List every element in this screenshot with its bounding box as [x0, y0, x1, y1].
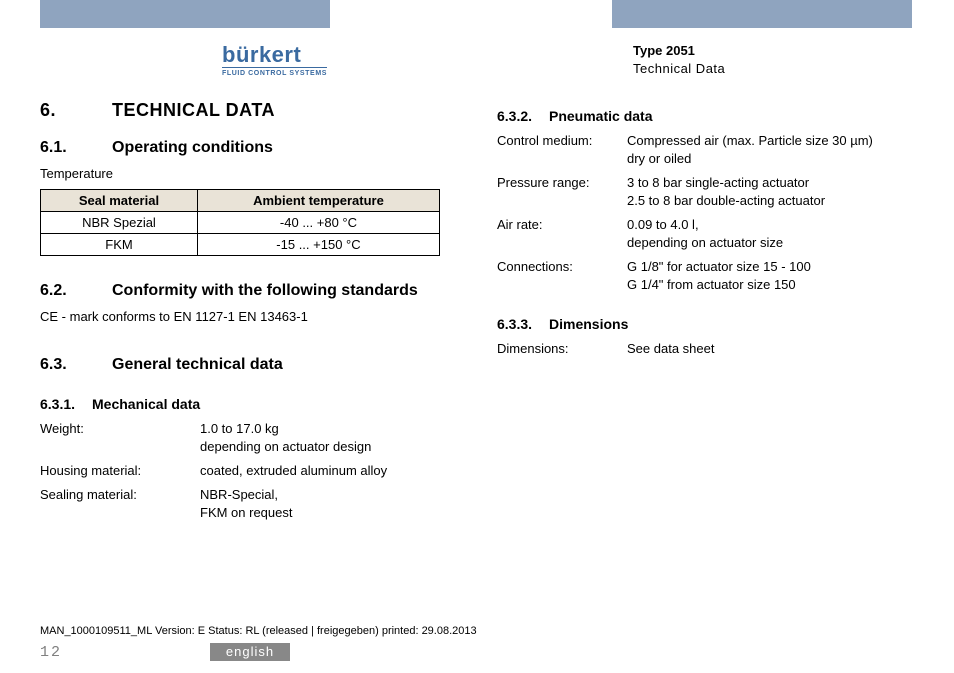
heading-6-3-3: 6.3.3. Dimensions — [497, 316, 914, 332]
table-cell: -15 ... +150 °C — [197, 234, 439, 256]
table-col2-header: Ambient temperature — [197, 190, 439, 212]
right-column: 6.3.2. Pneumatic data Control medium: Co… — [497, 100, 914, 618]
heading-6-1: 6.1. Operating conditions — [40, 139, 457, 157]
table-row: NBR Spezial -40 ... +80 °C — [41, 212, 440, 234]
brand-name: bürkert — [222, 45, 327, 65]
pneu-conn: Connections: G 1/8" for actuator size 15… — [497, 258, 914, 294]
doc-type: Type 2051 — [633, 42, 725, 60]
heading-6-3-1: 6.3.1. Mechanical data — [40, 396, 457, 412]
language-badge: english — [210, 643, 290, 661]
table-cell: FKM — [41, 234, 198, 256]
footer: 12 english — [0, 641, 954, 663]
content-columns: 6. TECHNICAL DATA 6.1. Operating conditi… — [40, 100, 914, 618]
mech-sealing: Sealing material: NBR-Special, FKM on re… — [40, 486, 457, 522]
pneu-range-label: Pressure range: — [497, 174, 627, 210]
heading-6-3-2: 6.3.2. Pneumatic data — [497, 108, 914, 124]
table-row: FKM -15 ... +150 °C — [41, 234, 440, 256]
heading-6-2-text: Conformity with the following standards — [112, 282, 418, 300]
dim-row: Dimensions: See data sheet — [497, 340, 914, 358]
dim-value: See data sheet — [627, 340, 714, 358]
mech-housing: Housing material: coated, extruded alumi… — [40, 462, 457, 480]
heading-6-1-num: 6.1. — [40, 139, 112, 157]
table-cell: -40 ... +80 °C — [197, 212, 439, 234]
mech-weight-value: 1.0 to 17.0 kg depending on actuator des… — [200, 420, 371, 456]
heading-6-3-1-text: Mechanical data — [92, 396, 200, 412]
heading-6-3-3-text: Dimensions — [549, 316, 628, 332]
pneu-conn-value: G 1/8" for actuator size 15 - 100 G 1/4"… — [627, 258, 811, 294]
pneu-air: Air rate: 0.09 to 4.0 l, depending on ac… — [497, 216, 914, 252]
topbar-right — [612, 0, 912, 28]
pneu-range: Pressure range: 3 to 8 bar single-acting… — [497, 174, 914, 210]
heading-6-3: 6.3. General technical data — [40, 356, 457, 374]
pneu-medium-value: Compressed air (max. Particle size 30 µm… — [627, 132, 873, 168]
heading-6-3-num: 6.3. — [40, 356, 112, 374]
doc-subtitle: Technical Data — [633, 60, 725, 78]
mech-weight-label: Weight: — [40, 420, 200, 456]
heading-6: 6. TECHNICAL DATA — [40, 100, 457, 121]
mech-housing-value: coated, extruded aluminum alloy — [200, 462, 387, 480]
mech-sealing-label: Sealing material: — [40, 486, 200, 522]
mech-sealing-value: NBR-Special, FKM on request — [200, 486, 293, 522]
pneu-air-label: Air rate: — [497, 216, 627, 252]
heading-6-num: 6. — [40, 100, 112, 121]
table-cell: NBR Spezial — [41, 212, 198, 234]
heading-6-3-2-num: 6.3.2. — [497, 108, 549, 124]
topbar-left — [40, 0, 330, 28]
s61-lead: Temperature — [40, 165, 457, 183]
doc-info: Type 2051 Technical Data — [633, 42, 725, 78]
seal-table: Seal material Ambient temperature NBR Sp… — [40, 189, 440, 256]
brand-tagline: FLUID CONTROL SYSTEMS — [222, 67, 327, 77]
pneu-conn-label: Connections: — [497, 258, 627, 294]
heading-6-1-text: Operating conditions — [112, 139, 273, 157]
s62-body: CE - mark conforms to EN 1127-1 EN 13463… — [40, 308, 457, 326]
pneu-air-value: 0.09 to 4.0 l, depending on actuator siz… — [627, 216, 783, 252]
pneu-medium-label: Control medium: — [497, 132, 627, 168]
pneu-medium: Control medium: Compressed air (max. Par… — [497, 132, 914, 168]
brand-logo: bürkert FLUID CONTROL SYSTEMS — [222, 45, 327, 77]
dim-label: Dimensions: — [497, 340, 627, 358]
mech-housing-label: Housing material: — [40, 462, 200, 480]
heading-6-text: TECHNICAL DATA — [112, 100, 275, 121]
table-col1-header: Seal material — [41, 190, 198, 212]
heading-6-3-2-text: Pneumatic data — [549, 108, 652, 124]
heading-6-3-3-num: 6.3.3. — [497, 316, 549, 332]
pneu-range-value: 3 to 8 bar single-acting actuator 2.5 to… — [627, 174, 825, 210]
heading-6-3-1-num: 6.3.1. — [40, 396, 92, 412]
left-column: 6. TECHNICAL DATA 6.1. Operating conditi… — [40, 100, 457, 618]
heading-6-2-num: 6.2. — [40, 282, 112, 300]
page-number: 12 — [40, 644, 62, 661]
heading-6-2: 6.2. Conformity with the following stand… — [40, 282, 457, 300]
mech-weight: Weight: 1.0 to 17.0 kg depending on actu… — [40, 420, 457, 456]
footer-meta: MAN_1000109511_ML Version: E Status: RL … — [40, 625, 477, 637]
heading-6-3-text: General technical data — [112, 356, 283, 374]
